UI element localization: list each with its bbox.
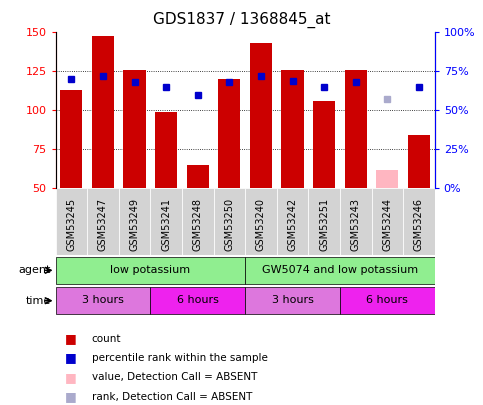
Text: count: count (92, 334, 121, 343)
Bar (245, 188, 277, 255)
Bar (245, 257, 435, 284)
Text: ■: ■ (65, 332, 77, 345)
Text: GSM53250: GSM53250 (224, 198, 234, 252)
Text: 6 hours: 6 hours (177, 295, 219, 305)
Bar (250, 43, 272, 188)
Text: GW5074 and low potassium: GW5074 and low potassium (262, 265, 418, 275)
Text: value, Detection Call = ABSENT: value, Detection Call = ABSENT (92, 373, 257, 382)
Bar (277, 188, 308, 255)
Text: 3 hours: 3 hours (271, 295, 313, 305)
Text: ■: ■ (65, 352, 77, 365)
Bar (56, 188, 87, 255)
Bar (340, 287, 435, 314)
Text: ■: ■ (65, 371, 77, 384)
Text: GSM53242: GSM53242 (287, 198, 298, 252)
Text: agent: agent (18, 265, 51, 275)
Text: GSM53249: GSM53249 (129, 198, 140, 252)
Bar (408, 135, 430, 188)
Bar (218, 79, 241, 188)
Bar (213, 188, 245, 255)
Bar (155, 112, 177, 188)
Bar (308, 188, 340, 255)
Text: GSM53245: GSM53245 (66, 198, 76, 252)
Bar (92, 36, 114, 188)
Text: time: time (26, 296, 51, 306)
Bar (60, 90, 83, 188)
Bar (403, 188, 435, 255)
Bar (150, 188, 182, 255)
Text: 6 hours: 6 hours (367, 295, 408, 305)
Bar (313, 101, 335, 188)
Text: 3 hours: 3 hours (82, 295, 124, 305)
Bar (371, 188, 403, 255)
Text: GSM53244: GSM53244 (383, 198, 392, 252)
Text: GSM53243: GSM53243 (351, 198, 361, 252)
Text: percentile rank within the sample: percentile rank within the sample (92, 353, 268, 363)
Text: low potassium: low potassium (110, 265, 190, 275)
Bar (282, 70, 304, 188)
Bar (124, 70, 145, 188)
Bar (119, 188, 150, 255)
Bar (345, 70, 367, 188)
Text: rank, Detection Call = ABSENT: rank, Detection Call = ABSENT (92, 392, 252, 402)
Text: GSM53247: GSM53247 (98, 198, 108, 252)
Text: GSM53251: GSM53251 (319, 198, 329, 252)
Bar (186, 165, 209, 188)
Bar (340, 188, 371, 255)
Bar (150, 287, 245, 314)
Bar (56, 257, 245, 284)
Text: GSM53248: GSM53248 (193, 198, 203, 252)
Text: GSM53241: GSM53241 (161, 198, 171, 252)
Bar (182, 188, 213, 255)
Bar (87, 188, 119, 255)
Bar (245, 287, 340, 314)
Text: GDS1837 / 1368845_at: GDS1837 / 1368845_at (153, 11, 330, 28)
Bar (376, 170, 398, 188)
Bar (56, 287, 150, 314)
Text: GSM53246: GSM53246 (414, 198, 424, 252)
Text: GSM53240: GSM53240 (256, 198, 266, 252)
Text: ■: ■ (65, 390, 77, 403)
